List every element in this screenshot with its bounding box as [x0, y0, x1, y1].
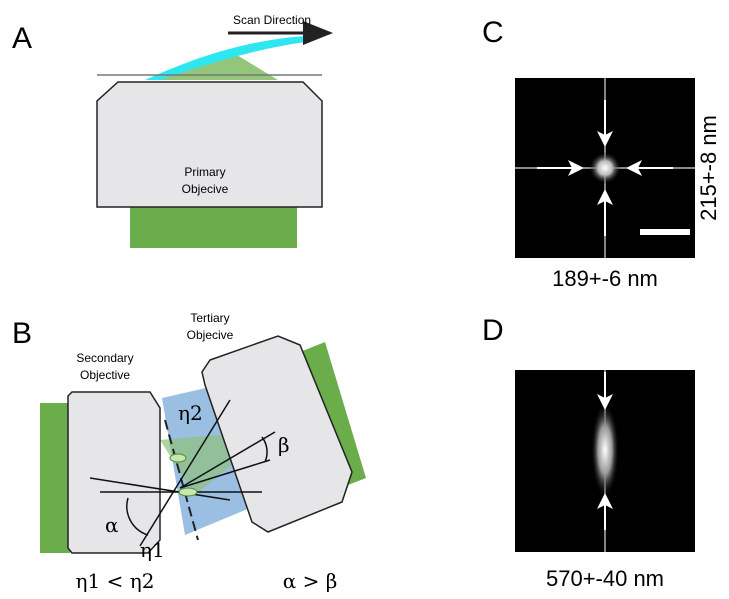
relation: η1 < η2	[76, 569, 155, 593]
objective-label: Objecive	[182, 182, 229, 196]
psf-spot	[591, 402, 619, 498]
size-label: 215+-8 nm	[696, 115, 721, 221]
objective-label: Secondary	[76, 351, 133, 365]
scale-bar	[640, 229, 690, 235]
panel-label: D	[482, 314, 504, 347]
figure: A Scan Direction Primary Objecive B Seco…	[0, 0, 729, 599]
objective-label: Objective	[80, 368, 130, 382]
panel-c: C 215+-8 nm 189+-6 nm	[482, 16, 721, 291]
panel-b: B Secondary Objective Tertiary Objecive …	[12, 311, 366, 593]
panel-label: B	[12, 317, 32, 350]
panel-d: D 570+-40 nm	[482, 314, 695, 591]
panel-label: A	[12, 22, 32, 55]
size-label: 189+-6 nm	[552, 266, 658, 291]
objective-label: Objecive	[187, 328, 234, 342]
panel-a: A Scan Direction Primary Objecive	[12, 13, 330, 248]
symbol: β	[278, 433, 290, 457]
size-label: 570+-40 nm	[546, 566, 664, 591]
relation: α > β	[283, 569, 338, 593]
objective-label: Primary	[184, 165, 225, 179]
symbol: η2	[178, 401, 203, 425]
focal-spot	[179, 488, 197, 496]
panel-label: C	[482, 16, 504, 49]
focal-spot	[170, 454, 186, 462]
symbol: α	[105, 513, 119, 537]
objective-label: Tertiary	[190, 311, 229, 325]
symbol: η1	[140, 538, 165, 562]
beam	[40, 403, 70, 553]
scan-label: Scan Direction	[233, 13, 311, 27]
beam	[130, 207, 297, 248]
psf-spot	[589, 152, 621, 184]
